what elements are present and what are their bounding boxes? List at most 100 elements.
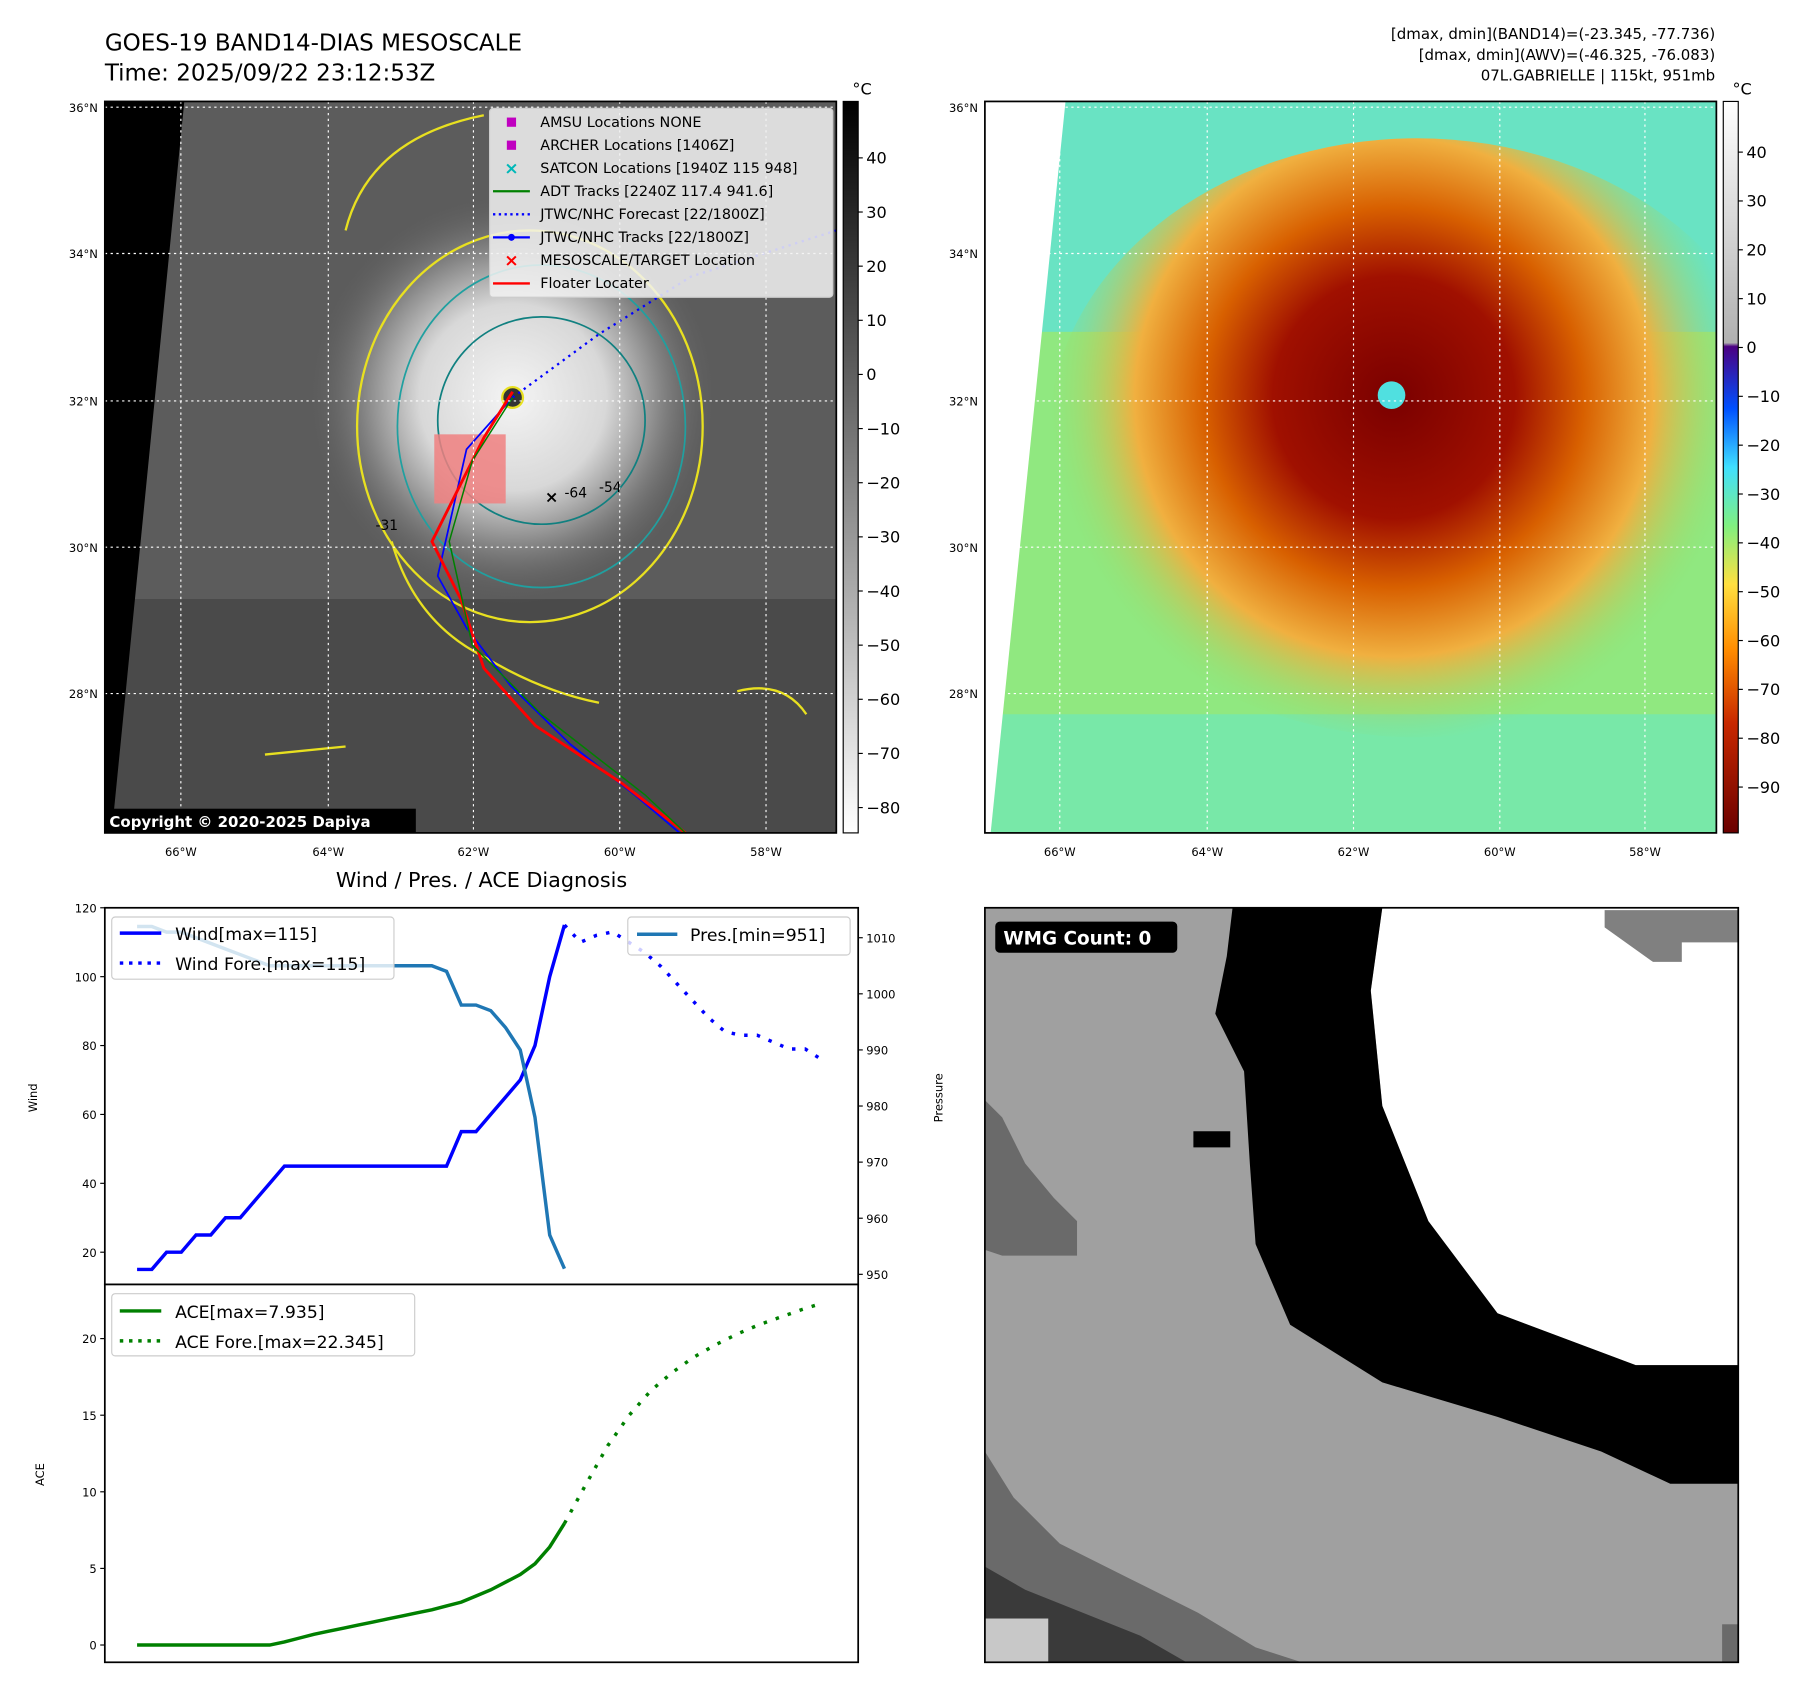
colorbar-tick-label: 0 bbox=[866, 365, 876, 384]
ace-forecast-line bbox=[562, 1301, 825, 1525]
map-legend: AMSU Locations NONE ARCHER Locations [140… bbox=[488, 107, 834, 298]
pressure-tick-label: 1010 bbox=[866, 931, 895, 945]
wind-tick-label: 80 bbox=[82, 1039, 97, 1053]
colorbar-tick-label: 10 bbox=[866, 311, 887, 330]
info-storm: 07L.GABRIELLE | 115kt, 951mb bbox=[1481, 67, 1716, 85]
pressure-tick-label: 960 bbox=[866, 1212, 888, 1226]
lat-label: 36°N bbox=[949, 101, 978, 115]
target-marker: × bbox=[545, 487, 559, 506]
lat-label: 28°N bbox=[949, 687, 978, 701]
lat-label: 36°N bbox=[69, 101, 98, 115]
legend-label: MESOSCALE/TARGET Location bbox=[540, 253, 755, 269]
legend-label: JTWC/NHC Tracks [22/1800Z] bbox=[539, 230, 749, 246]
colorbar-unit: °C bbox=[852, 80, 871, 99]
wv-map bbox=[984, 101, 1717, 833]
lat-label: 32°N bbox=[949, 395, 978, 409]
ace-legend: ACE[max=7.935] ACE Fore.[max=22.345] bbox=[111, 1293, 416, 1357]
legend-label: ARCHER Locations [1406Z] bbox=[540, 138, 734, 154]
lat-label: 34°N bbox=[949, 247, 978, 261]
colorbar-tick-label: −80 bbox=[1746, 729, 1780, 748]
legend-dot-marker bbox=[507, 233, 515, 241]
colorbar-tick-label: −10 bbox=[1746, 387, 1780, 406]
ace-tick-label: 15 bbox=[82, 1409, 97, 1423]
contour bbox=[264, 687, 808, 756]
lat-label: 28°N bbox=[69, 687, 98, 701]
colorbar-tick-label: −80 bbox=[866, 798, 900, 817]
eye bbox=[1377, 381, 1406, 409]
pressure-axis-label: Pressure bbox=[931, 1073, 945, 1122]
colorbar-tick-label: −20 bbox=[1746, 436, 1780, 455]
copyright: Copyright © 2020-2025 Dapiya bbox=[109, 813, 370, 831]
wind-line bbox=[137, 924, 567, 1272]
lat-label: 34°N bbox=[69, 247, 98, 261]
legend-pressure: Pres.[min=951] bbox=[690, 926, 825, 946]
contour-label: -54 bbox=[599, 480, 622, 496]
colorbar-tick-label: −50 bbox=[1746, 582, 1780, 601]
legend-label: AMSU Locations NONE bbox=[540, 115, 701, 131]
colorbar-ir bbox=[842, 100, 859, 834]
pressure-tick-label: 1000 bbox=[866, 987, 895, 1001]
colorbar-tick-label: −20 bbox=[866, 473, 900, 492]
colorbar-tick-label: 30 bbox=[1746, 192, 1767, 211]
legend-ace: ACE[max=7.935] bbox=[175, 1303, 324, 1323]
figure-title: GOES-19 BAND14-DIAS MESOSCALE bbox=[105, 31, 522, 57]
map-axis-labels: 36°N 34°N 32°N 30°N 28°N 66°W 64°W 62°W 60°W 58°W bbox=[69, 101, 782, 859]
wind-tick-label: 20 bbox=[82, 1246, 97, 1260]
contour bbox=[436, 315, 646, 526]
pressure-legend: Pres.[min=951] bbox=[627, 916, 851, 956]
colorbar-tick-label: −30 bbox=[866, 528, 900, 547]
legend-wind-forecast: Wind Fore.[max=115] bbox=[175, 955, 365, 975]
ace-tick-label: 10 bbox=[82, 1485, 97, 1499]
ace-tick-label: 20 bbox=[82, 1332, 97, 1346]
wind-tick-label: 100 bbox=[75, 970, 97, 984]
colorbar-tick-label: −40 bbox=[1746, 534, 1780, 553]
colorbar-wv bbox=[1722, 100, 1739, 834]
colorbar-tick-label: −60 bbox=[866, 690, 900, 709]
lon-label: 58°W bbox=[1629, 845, 1661, 859]
pressure-tick-label: 980 bbox=[866, 1100, 888, 1114]
colorbar-tick-label: −40 bbox=[866, 582, 900, 601]
colorbar-tick-label: −70 bbox=[866, 744, 900, 763]
colorbar-tick-label: −70 bbox=[1746, 680, 1780, 699]
map-gridlines bbox=[984, 101, 1717, 833]
legend-square-marker bbox=[506, 117, 517, 127]
ace-tick-label: 0 bbox=[89, 1639, 96, 1653]
wind-tick-label: 120 bbox=[75, 901, 97, 915]
info-awv: [dmax, dmin](AWV)=(-46.325, -76.083) bbox=[1419, 46, 1715, 64]
legend-label: SATCON Locations [1940Z 115 948] bbox=[540, 161, 797, 177]
legend-label: JTWC/NHC Forecast [22/1800Z] bbox=[539, 207, 764, 223]
wmg-count: WMG Count: 0 bbox=[1003, 929, 1151, 950]
adt-track bbox=[448, 397, 686, 833]
lon-label: 66°W bbox=[1044, 845, 1076, 859]
pressure-tick-label: 990 bbox=[866, 1044, 888, 1058]
lat-label: 30°N bbox=[69, 541, 98, 555]
colorbar-tick-label: −60 bbox=[1746, 631, 1780, 650]
lon-label: 58°W bbox=[750, 845, 782, 859]
wind-tick-label: 40 bbox=[82, 1177, 97, 1191]
info-band14: [dmax, dmin](BAND14)=(-23.345, -77.736) bbox=[1391, 25, 1715, 43]
wind-forecast-line bbox=[563, 923, 823, 1061]
colorbar-tick-label: 40 bbox=[1746, 143, 1767, 162]
ace-line bbox=[137, 1522, 566, 1647]
colorbar-tick-label: −90 bbox=[1746, 778, 1780, 797]
contour-label: -64 bbox=[564, 486, 587, 502]
wind-axis-label: Wind bbox=[26, 1083, 40, 1112]
colorbar-tick-label: −10 bbox=[866, 419, 900, 438]
lon-label: 62°W bbox=[458, 845, 490, 859]
colorbar-tick-label: 0 bbox=[1746, 338, 1756, 357]
legend-x-marker: × bbox=[504, 251, 518, 271]
legend-x-marker: × bbox=[504, 159, 518, 179]
wind-tick-label: 60 bbox=[82, 1108, 97, 1122]
colorbar-unit: °C bbox=[1732, 80, 1751, 99]
copyright-badge bbox=[104, 808, 416, 833]
contour-label: -31 bbox=[376, 518, 399, 534]
colorbar-tick-label: 40 bbox=[866, 149, 887, 168]
pressure-tick-label: 970 bbox=[866, 1156, 888, 1170]
figure-time: Time: 2025/09/22 23:12:53Z bbox=[104, 61, 436, 87]
map-axis-labels: 36°N 34°N 32°N 30°N 28°N 66°W 64°W 62°W 60°W 58°W bbox=[949, 101, 1661, 859]
lat-label: 30°N bbox=[949, 541, 978, 555]
lon-label: 66°W bbox=[165, 845, 197, 859]
chart-title: Wind / Pres. / ACE Diagnosis bbox=[336, 868, 627, 892]
wind-legend: Wind[max=115] Wind Fore.[max=115] bbox=[111, 916, 395, 980]
